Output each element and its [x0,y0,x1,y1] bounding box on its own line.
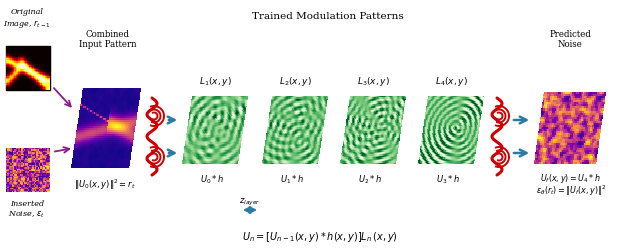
Text: $U_1 * h$: $U_1 * h$ [280,174,304,186]
Text: Combined
Input Pattern: Combined Input Pattern [79,30,137,49]
Text: $z_{layer}$: $z_{layer}$ [239,197,260,208]
Text: $\epsilon_\theta(r_t) = \|U_f(x,y)\|^2$: $\epsilon_\theta(r_t) = \|U_f(x,y)\|^2$ [536,184,606,198]
Text: $U_3 * h$: $U_3 * h$ [436,174,460,186]
Text: $L_1(x,y)$: $L_1(x,y)$ [198,75,232,88]
Text: $L_3(x,y)$: $L_3(x,y)$ [356,75,389,88]
Text: $U_2 * h$: $U_2 * h$ [358,174,382,186]
Text: $U_0 * h$: $U_0 * h$ [200,174,224,186]
Text: $U_f(x,y) = U_4 * h$: $U_f(x,y) = U_4 * h$ [541,172,602,185]
Text: Predicted
Noise: Predicted Noise [549,30,591,49]
Text: $L_2(x,y)$: $L_2(x,y)$ [278,75,312,88]
Text: Inserted
Noise, $\epsilon_t$: Inserted Noise, $\epsilon_t$ [8,200,45,220]
Text: $L_4(x,y)$: $L_4(x,y)$ [435,75,467,88]
Text: Trained Modulation Patterns: Trained Modulation Patterns [252,12,404,21]
Text: $\|U_0(x,y)\|^2 = r_t$: $\|U_0(x,y)\|^2 = r_t$ [74,178,136,192]
Text: $U_n = [U_{n-1}(x,y) * h(x,y)]L_n\,(x,y)$: $U_n = [U_{n-1}(x,y) * h(x,y)]L_n\,(x,y)… [242,230,398,244]
Text: Original
Image, $r_{t-1}$: Original Image, $r_{t-1}$ [3,8,51,30]
